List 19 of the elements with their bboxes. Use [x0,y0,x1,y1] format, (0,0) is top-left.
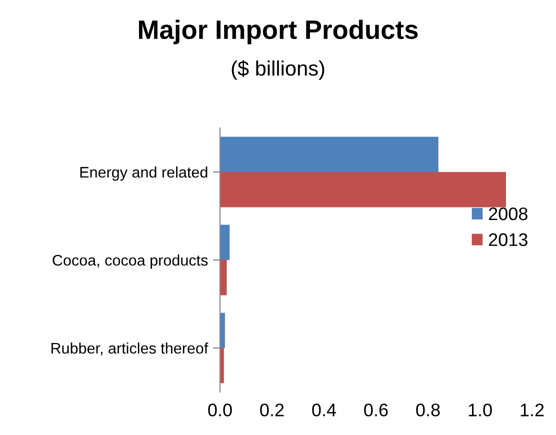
bar [220,224,230,260]
chart-subtitle: ($ billions) [232,60,324,80]
bar [220,136,438,172]
x-tick-label: 0.8 [416,404,440,416]
y-tick-label: Cocoa, cocoa products [52,254,208,269]
bar [220,312,225,348]
x-tick-label: 1.2 [520,404,544,416]
y-tick-label: Energy and related [80,166,208,181]
x-tick-label: 0.4 [312,404,336,416]
bar [220,260,227,296]
legend-label: 2013 [488,233,528,246]
x-tick-label: 0.0 [208,404,232,416]
legend-label: 2008 [488,207,528,220]
bar [220,172,506,208]
chart-title: Major Import Products [139,20,418,44]
y-tick-label: Rubber, articles thereof [52,342,208,356]
x-tick-label: 0.6 [364,404,388,416]
x-tick-label: 1.0 [468,404,492,416]
x-tick-label: 0.2 [260,404,284,416]
